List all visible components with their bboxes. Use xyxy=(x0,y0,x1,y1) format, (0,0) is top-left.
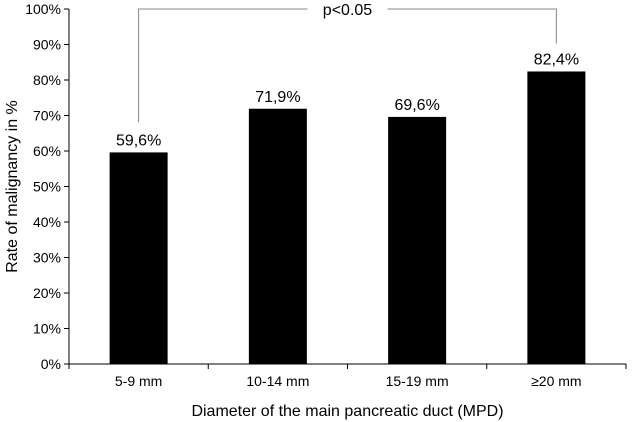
y-tick-label: 80% xyxy=(33,72,61,88)
data-labels-group: 59,6% 71,9% 69,6% 82,4% xyxy=(116,51,579,149)
bar-value-label: 69,6% xyxy=(394,97,439,114)
x-category-label: 5-9 mm xyxy=(115,373,162,389)
bar-value-label: 71,9% xyxy=(255,89,300,106)
x-axis-title: Diameter of the main pancreatic duct (MP… xyxy=(191,403,503,420)
y-tick-label: 10% xyxy=(33,321,61,337)
x-axis-ticks: 5-9 mm 10-14 mm 15-19 mm ≥20 mm xyxy=(68,364,627,389)
y-tick-label: 70% xyxy=(33,108,61,124)
bar xyxy=(388,116,447,364)
y-tick-label: 50% xyxy=(33,179,61,195)
bracket-right-line xyxy=(387,8,557,44)
y-tick-label: 100% xyxy=(25,1,61,17)
bars-group xyxy=(109,71,586,364)
bar-value-label: 59,6% xyxy=(116,132,161,149)
y-tick-label: 0% xyxy=(41,356,61,372)
bar-value-label: 82,4% xyxy=(534,51,579,68)
y-tick-label: 40% xyxy=(33,214,61,230)
y-tick-label: 90% xyxy=(33,37,61,53)
significance-label: p<0.05 xyxy=(323,2,372,19)
y-tick-label: 60% xyxy=(33,143,61,159)
y-axis-title: Rate of malignancy in % xyxy=(4,100,21,273)
y-tick-label: 20% xyxy=(33,285,61,301)
x-category-label: 10-14 mm xyxy=(246,373,309,389)
y-axis-ticks: 0% 10% 20% 30% 40% 50% 60% 70% 80% 90% 100% xyxy=(25,1,69,372)
bracket-left-line xyxy=(138,8,308,123)
x-category-label: 15-19 mm xyxy=(386,373,449,389)
y-tick-label: 30% xyxy=(33,250,61,266)
x-category-label: ≥20 mm xyxy=(531,373,581,389)
bar xyxy=(248,108,307,364)
bar xyxy=(109,152,168,364)
bar xyxy=(527,71,586,364)
significance-bracket: p<0.05 xyxy=(138,2,557,123)
